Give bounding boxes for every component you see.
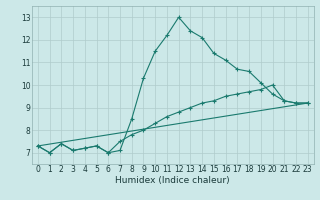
X-axis label: Humidex (Indice chaleur): Humidex (Indice chaleur) xyxy=(116,176,230,185)
